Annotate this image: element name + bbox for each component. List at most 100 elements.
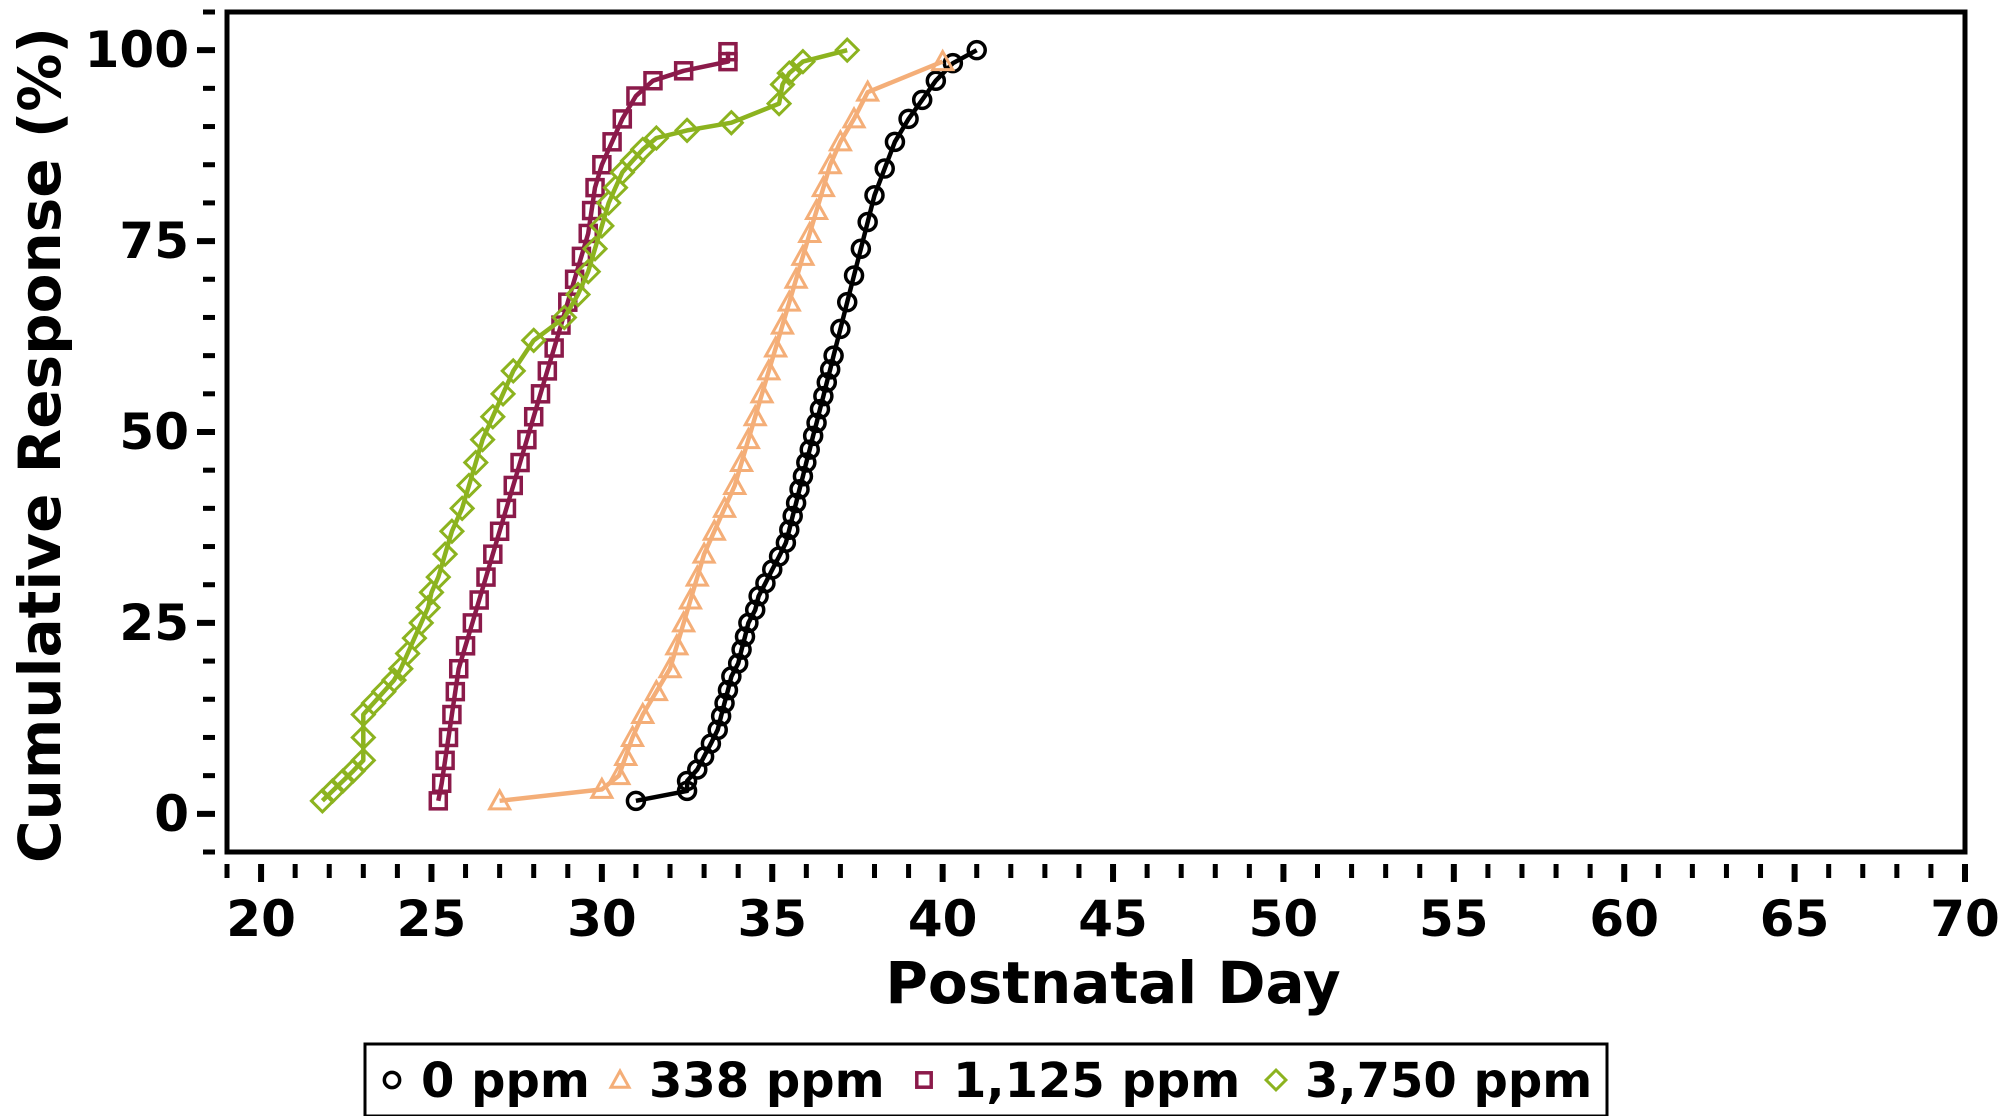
data-point	[677, 586, 704, 610]
data-point	[350, 747, 377, 774]
data-point	[414, 594, 442, 621]
data-point	[930, 48, 956, 72]
data-point	[350, 724, 377, 751]
data-point	[809, 398, 831, 420]
series-line	[635, 48, 978, 804]
data-point	[911, 89, 933, 111]
data-point	[749, 380, 775, 404]
data-point	[841, 105, 867, 129]
data-point	[673, 61, 694, 81]
data-point	[769, 71, 796, 98]
data-point	[769, 312, 796, 335]
data-point	[966, 39, 987, 61]
data-point	[517, 429, 537, 450]
series-line	[499, 59, 944, 804]
data-point	[722, 472, 748, 495]
data-point	[455, 472, 483, 499]
series-line	[436, 51, 731, 802]
data-point	[592, 154, 612, 175]
data-point	[898, 108, 919, 130]
data-point	[925, 70, 947, 91]
legend-entry: 0 ppm	[382, 1053, 590, 1109]
data-point	[763, 334, 789, 358]
data-point	[671, 609, 697, 633]
data-point	[544, 338, 564, 358]
data-point	[510, 452, 530, 473]
data-point	[717, 679, 739, 701]
data-point	[718, 51, 738, 72]
data-point	[701, 518, 727, 541]
data-point	[810, 174, 836, 198]
data-point	[834, 37, 861, 64]
data-point	[619, 724, 646, 747]
data-point	[630, 701, 656, 725]
x-tick-label: 45	[1078, 890, 1148, 948]
x-tick-label: 50	[1249, 890, 1319, 948]
data-point	[742, 403, 768, 427]
data-point	[629, 136, 656, 163]
data-point	[830, 318, 851, 340]
data-point	[462, 449, 489, 476]
data-point	[744, 599, 766, 621]
data-point	[487, 787, 513, 811]
series-2	[428, 41, 738, 811]
data-point	[796, 452, 817, 473]
data-point	[783, 266, 809, 289]
data-point	[431, 541, 459, 568]
data-point	[718, 41, 738, 62]
data-point	[789, 48, 817, 75]
data-point	[489, 380, 517, 407]
data-point	[823, 345, 844, 366]
data-point	[874, 158, 895, 179]
data-point	[462, 613, 483, 633]
data-point	[479, 403, 506, 430]
data-point	[382, 1070, 402, 1090]
data-point	[804, 197, 830, 221]
x-tick-label: 30	[567, 890, 637, 948]
data-point	[575, 258, 602, 285]
data-point	[602, 132, 622, 152]
x-tick-label: 65	[1760, 890, 1830, 948]
data-point	[581, 235, 609, 262]
data-point	[564, 281, 592, 308]
x-tick-label: 55	[1419, 890, 1489, 948]
plot-frame	[224, 9, 1968, 855]
data-point	[643, 70, 663, 91]
data-point	[684, 564, 710, 587]
data-point	[571, 246, 592, 267]
data-point	[915, 1071, 933, 1089]
legend-entry: 1,125 ppm	[915, 1053, 1240, 1109]
data-point	[445, 681, 466, 702]
data-point	[380, 667, 408, 694]
data-point	[455, 636, 476, 656]
data-point	[734, 626, 756, 647]
data-point	[643, 124, 670, 152]
data-point	[792, 466, 814, 487]
data-point	[799, 439, 820, 460]
data-point	[806, 412, 827, 434]
x-tick-label: 35	[737, 890, 807, 948]
data-point	[843, 265, 865, 286]
data-point	[469, 426, 496, 453]
x-axis: 20 25 30 35 40 45 50 55 60 65 70	[224, 864, 2000, 948]
data-point	[588, 212, 615, 239]
data-point	[789, 479, 810, 500]
data-point	[448, 658, 469, 679]
data-point	[707, 719, 728, 741]
x-tick-label: 70	[1930, 890, 2000, 948]
data-point	[816, 372, 838, 393]
y-tick-label: 100	[85, 21, 189, 79]
data-point	[1263, 1067, 1289, 1093]
legend-entry: 3,750 ppm	[1263, 1053, 1592, 1109]
series-1	[487, 48, 956, 811]
data-point	[489, 521, 510, 542]
data-point	[449, 495, 476, 522]
x-tick-label: 40	[908, 890, 978, 948]
data-point	[857, 211, 878, 233]
data-point	[500, 357, 527, 385]
data-point	[530, 384, 551, 404]
data-point	[790, 243, 816, 266]
data-point	[551, 304, 578, 331]
data-point	[731, 639, 752, 660]
x-tick-label: 20	[226, 890, 296, 948]
